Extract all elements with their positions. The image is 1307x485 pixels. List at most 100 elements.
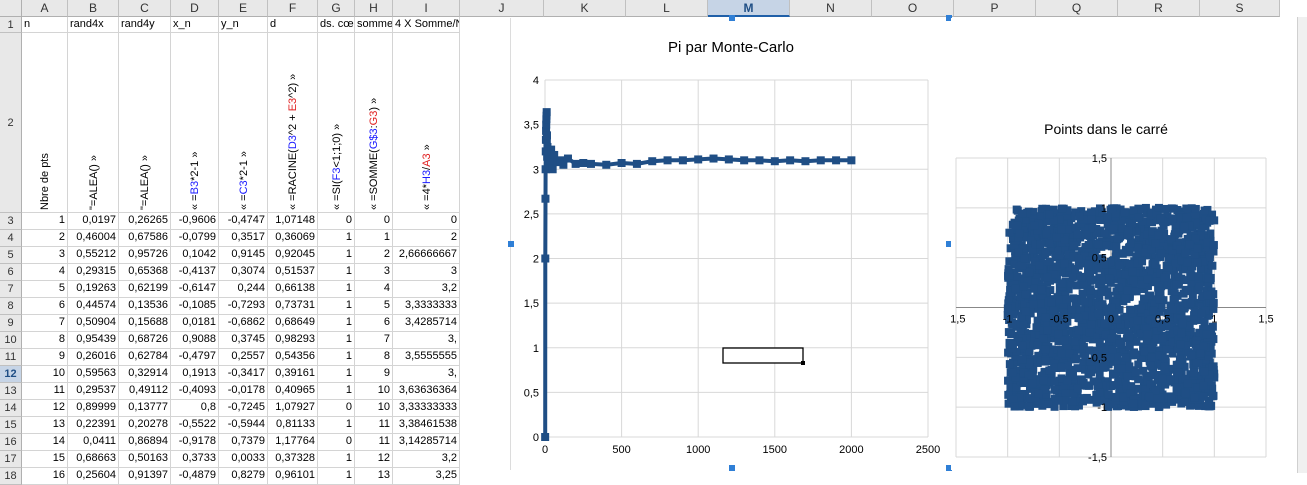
cell-c16[interactable]: 0,86894 xyxy=(119,434,171,451)
cell-a16[interactable]: 14 xyxy=(22,434,68,451)
cell-b15[interactable]: 0,22391 xyxy=(68,417,119,434)
cell-b11[interactable]: 0,26016 xyxy=(68,349,119,366)
cell-d10[interactable]: 0,9088 xyxy=(171,332,219,349)
cell-a4[interactable]: 2 xyxy=(22,230,68,247)
cell-a13[interactable]: 11 xyxy=(22,383,68,400)
column-header-f[interactable]: F xyxy=(268,0,318,17)
cell-e10[interactable]: 0,3745 xyxy=(219,332,268,349)
cell-c6[interactable]: 0,65368 xyxy=(119,264,171,281)
cell-d4[interactable]: -0,0799 xyxy=(171,230,219,247)
cell-d12[interactable]: 0,1913 xyxy=(171,366,219,383)
cell-b5[interactable]: 0,55212 xyxy=(68,247,119,264)
cell-d17[interactable]: 0,3733 xyxy=(171,451,219,468)
chart-pi-monte-carlo[interactable]: Pi par Monte-Carlo 0 0,5 1 1,5 2 2,5 3 3,5 4 0 500… xyxy=(508,15,952,471)
column-header-n[interactable]: N xyxy=(790,0,872,17)
column-header-s[interactable]: S xyxy=(1200,0,1280,17)
row-header-17[interactable]: 17 xyxy=(0,451,22,468)
cell-e7[interactable]: 0,244 xyxy=(219,281,268,298)
cell-b7[interactable]: 0,19263 xyxy=(68,281,119,298)
cell-i3[interactable]: 0 xyxy=(393,213,460,230)
cell-i2[interactable]: « =4*H3/A3 » xyxy=(393,33,460,213)
cell-f8[interactable]: 0,73731 xyxy=(268,298,318,315)
column-header-d[interactable]: D xyxy=(171,0,219,17)
column-header-r[interactable]: R xyxy=(1118,0,1200,17)
cell-b12[interactable]: 0,59563 xyxy=(68,366,119,383)
cell-h2[interactable]: « =SOMME(G$3:G3) » xyxy=(355,33,393,213)
resize-handle-bottom-right[interactable] xyxy=(946,465,952,471)
cell-g3[interactable]: 0 xyxy=(318,213,355,230)
column-header-h[interactable]: H xyxy=(355,0,393,17)
cell-d9[interactable]: 0,0181 xyxy=(171,315,219,332)
cell-d11[interactable]: -0,4797 xyxy=(171,349,219,366)
cell-a2[interactable]: Nbre de pts xyxy=(22,33,68,213)
cell-c10[interactable]: 0,68726 xyxy=(119,332,171,349)
cell-d18[interactable]: -0,4879 xyxy=(171,468,219,485)
cell-e2[interactable]: « =C3*2-1 » xyxy=(219,33,268,213)
cell-e5[interactable]: 0,9145 xyxy=(219,247,268,264)
cell-b17[interactable]: 0,68663 xyxy=(68,451,119,468)
row-header-4[interactable]: 4 xyxy=(0,230,22,247)
cell-a14[interactable]: 12 xyxy=(22,400,68,417)
cell-g11[interactable]: 1 xyxy=(318,349,355,366)
cell-i15[interactable]: 3,38461538 xyxy=(393,417,460,434)
cell-b9[interactable]: 0,50904 xyxy=(68,315,119,332)
cell-i9[interactable]: 3,4285714 xyxy=(393,315,460,332)
cell-e17[interactable]: 0,0033 xyxy=(219,451,268,468)
row-header-12[interactable]: 12 xyxy=(0,366,22,383)
row-header-9[interactable]: 9 xyxy=(0,315,22,332)
cell-c3[interactable]: 0,26265 xyxy=(119,213,171,230)
row-header-5[interactable]: 5 xyxy=(0,247,22,264)
column-header-k[interactable]: K xyxy=(544,0,626,17)
cell-d5[interactable]: 0,1042 xyxy=(171,247,219,264)
row-header-16[interactable]: 16 xyxy=(0,434,22,451)
cell-f7[interactable]: 0,66138 xyxy=(268,281,318,298)
cell-h13[interactable]: 10 xyxy=(355,383,393,400)
resize-handle-right[interactable] xyxy=(946,15,952,21)
cell-c15[interactable]: 0,20278 xyxy=(119,417,171,434)
cell-f13[interactable]: 0,40965 xyxy=(268,383,318,400)
cell-i5[interactable]: 2,66666667 xyxy=(393,247,460,264)
cell-d14[interactable]: 0,8 xyxy=(171,400,219,417)
select-all-corner[interactable] xyxy=(0,0,22,17)
cell-g4[interactable]: 1 xyxy=(318,230,355,247)
cell-i18[interactable]: 3,25 xyxy=(393,468,460,485)
cell-a11[interactable]: 9 xyxy=(22,349,68,366)
row-header-1[interactable]: 1 xyxy=(0,17,22,33)
column-header-q[interactable]: Q xyxy=(1036,0,1118,17)
cell-c1[interactable]: rand4y xyxy=(119,17,171,33)
cell-d3[interactable]: -0,9606 xyxy=(171,213,219,230)
column-header-i[interactable]: I xyxy=(393,0,460,17)
cell-e11[interactable]: 0,2557 xyxy=(219,349,268,366)
cell-e15[interactable]: -0,5944 xyxy=(219,417,268,434)
cell-g8[interactable]: 1 xyxy=(318,298,355,315)
cell-g18[interactable]: 1 xyxy=(318,468,355,485)
cell-c11[interactable]: 0,62784 xyxy=(119,349,171,366)
cell-h9[interactable]: 6 xyxy=(355,315,393,332)
cell-b13[interactable]: 0,29537 xyxy=(68,383,119,400)
cell-f10[interactable]: 0,98293 xyxy=(268,332,318,349)
cell-f1[interactable]: d xyxy=(268,17,318,33)
cell-i16[interactable]: 3,14285714 xyxy=(393,434,460,451)
legend-box-handle[interactable] xyxy=(801,361,805,365)
resize-handle-mid-right[interactable] xyxy=(946,241,952,247)
column-header-l[interactable]: L xyxy=(626,0,708,17)
cell-d7[interactable]: -0,6147 xyxy=(171,281,219,298)
cell-i13[interactable]: 3,63636364 xyxy=(393,383,460,400)
cell-h1[interactable]: somme xyxy=(355,17,393,33)
cell-h14[interactable]: 10 xyxy=(355,400,393,417)
cell-f4[interactable]: 0,36069 xyxy=(268,230,318,247)
cell-d2[interactable]: « =B3*2-1 » xyxy=(171,33,219,213)
cell-a10[interactable]: 8 xyxy=(22,332,68,349)
cell-i10[interactable]: 3, xyxy=(393,332,460,349)
cell-g10[interactable]: 1 xyxy=(318,332,355,349)
row-header-13[interactable]: 13 xyxy=(0,383,22,400)
row-header-3[interactable]: 3 xyxy=(0,213,22,230)
cell-f18[interactable]: 0,96101 xyxy=(268,468,318,485)
row-header-10[interactable]: 10 xyxy=(0,332,22,349)
row-header-8[interactable]: 8 xyxy=(0,298,22,315)
cell-b14[interactable]: 0,89999 xyxy=(68,400,119,417)
cell-g17[interactable]: 1 xyxy=(318,451,355,468)
column-header-b[interactable]: B xyxy=(68,0,119,17)
cell-b1[interactable]: rand4x xyxy=(68,17,119,33)
cell-f11[interactable]: 0,54356 xyxy=(268,349,318,366)
